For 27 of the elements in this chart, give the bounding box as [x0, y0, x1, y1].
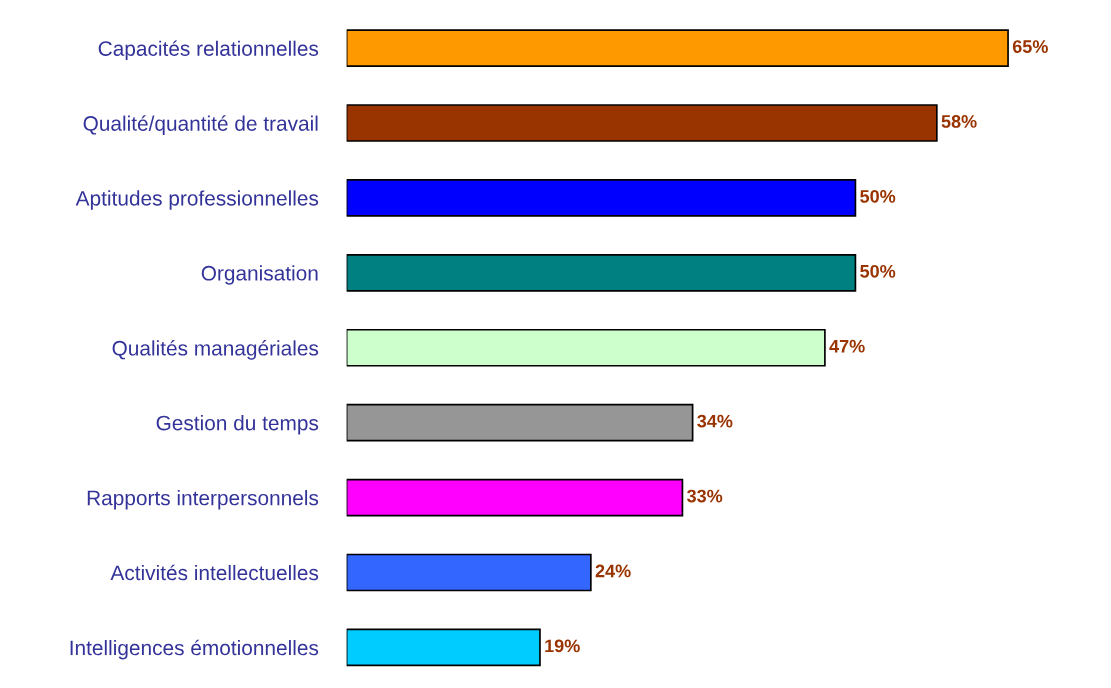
bar	[346, 628, 541, 667]
y-tick-label: Qualités managériales	[112, 340, 319, 360]
y-tick-label: Organisation	[201, 265, 318, 285]
bar	[346, 179, 857, 217]
data-label: 34%	[697, 414, 733, 428]
bar	[346, 403, 694, 442]
y-tick-label: Intelligences émotionnelles	[70, 639, 319, 660]
bar	[346, 553, 592, 592]
data-label: 50%	[860, 264, 896, 278]
bar	[346, 104, 938, 142]
data-label: 24%	[595, 564, 631, 578]
y-tick-label: Qualité/quantité de travail	[83, 115, 318, 135]
y-tick-label: Capacités relationnelles	[98, 40, 319, 61]
y-tick-label: Aptitudes professionnelles	[75, 190, 319, 210]
y-tick-label: Rapports interpersonnels	[87, 490, 319, 510]
data-label: 65%	[1012, 40, 1048, 53]
data-label: 50%	[860, 189, 896, 203]
data-label: 33%	[687, 489, 723, 503]
data-label: 19%	[545, 639, 580, 653]
bar	[346, 328, 826, 367]
bar	[346, 254, 857, 292]
data-label: 47%	[829, 339, 865, 353]
data-label: 58%	[941, 115, 977, 128]
y-tick-label: Gestion du temps	[156, 415, 319, 435]
bar	[346, 478, 684, 517]
bar	[346, 29, 1009, 67]
y-tick-label: Activités intellectuelles	[110, 564, 319, 581]
